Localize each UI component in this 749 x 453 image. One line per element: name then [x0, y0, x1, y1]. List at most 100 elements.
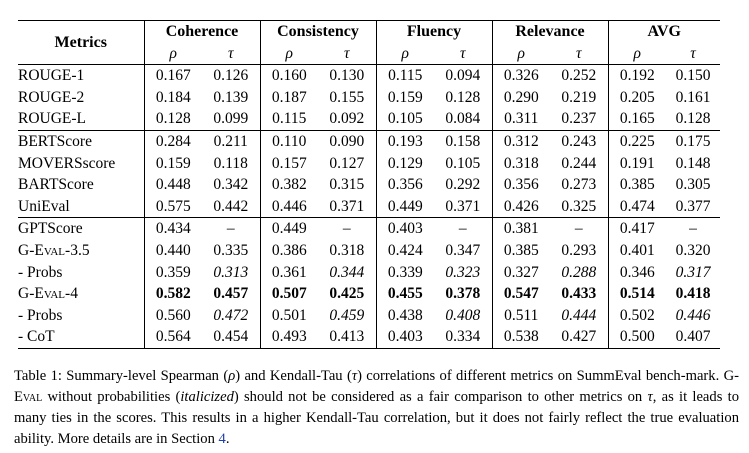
- rho-value: 0.438: [375, 304, 434, 327]
- rho-value: 0.165: [607, 108, 666, 131]
- rho-value: 0.290: [491, 86, 550, 109]
- rho-value: 0.115: [259, 108, 318, 131]
- caption-text: , as it leads to many ties in the scores…: [14, 389, 739, 447]
- caption-text: Table 1: Summary-level Spearman (: [14, 368, 229, 384]
- tau-value: 0.130: [329, 67, 365, 85]
- caption-text: ) and Kendall-Tau (: [235, 368, 352, 384]
- rho-value: 0.184: [143, 86, 202, 109]
- tau-header: τ: [459, 44, 466, 62]
- tau-value: 0.317: [675, 263, 711, 281]
- tau-value: –: [226, 220, 235, 238]
- rho-header: ρ: [491, 42, 550, 65]
- tau-value: 0.288: [561, 263, 597, 281]
- tau-value: 0.237: [550, 108, 608, 131]
- rho-value: 0.105: [375, 108, 434, 131]
- rho-value: 0.159: [375, 86, 434, 109]
- tau-value: –: [574, 220, 583, 238]
- metric-name: BERTScore: [18, 132, 92, 150]
- metric-name: GPTScore: [18, 220, 83, 238]
- rho-value: 0.318: [491, 152, 550, 175]
- tau-value: 0.155: [329, 88, 365, 106]
- metric-name: MOVERSscore: [18, 154, 116, 172]
- tau-value: 0.305: [675, 176, 711, 194]
- tau-value: 0.347: [445, 241, 481, 259]
- tau-value: 0.105: [445, 154, 481, 172]
- metric-name: BARTScore: [18, 176, 94, 194]
- tau-value: 0.413: [329, 328, 365, 346]
- tau-value: 0.084: [434, 108, 492, 131]
- metric-name: - Probs: [18, 263, 63, 281]
- tau-value: –: [342, 220, 351, 238]
- rho-value: 0.356: [491, 174, 550, 196]
- table-row: MOVERSscore 0.159 0.118 0.157 0.127 0.129 0.10…: [18, 152, 720, 175]
- table-row: BERTScore 0.284 0.211 0.110 0.090 0.193 0.158 0…: [18, 130, 720, 153]
- rho-value: 0.440: [143, 239, 202, 262]
- metrics-header: Metrics: [18, 20, 144, 66]
- caption-italicized: italicized: [180, 389, 234, 405]
- tau-value: 0.320: [675, 241, 711, 259]
- rho-value: 0.547: [491, 283, 550, 305]
- rho-value: 0.381: [491, 217, 550, 240]
- rho-value: 0.312: [491, 130, 550, 153]
- table-row: ROUGE-2 0.184 0.139 0.187 0.155 0.159 0.128 0.2…: [18, 86, 720, 109]
- tau-value: 0.126: [213, 67, 249, 85]
- rho-value: 0.514: [607, 283, 666, 305]
- tau-value: 0.334: [445, 328, 481, 346]
- rho-value: 0.361: [259, 261, 318, 284]
- rho-value: 0.193: [375, 130, 434, 153]
- rho-value: 0.502: [607, 304, 666, 327]
- tau-value: 0.459: [329, 306, 365, 324]
- table-row: UniEval 0.575 0.442 0.446 0.371 0.449 0.371 0.4…: [18, 195, 720, 219]
- tau-value: 0.442: [202, 195, 260, 219]
- tau-value: 0.127: [329, 154, 365, 172]
- rho-value: 0.382: [259, 174, 318, 196]
- tau-value: –: [458, 220, 467, 238]
- tau-value: 0.090: [329, 132, 365, 150]
- results-table: Metrics Coherence Consistency Fluency Releva…: [18, 20, 720, 349]
- tau-value: 0.092: [318, 108, 376, 131]
- rho-value: 0.385: [607, 174, 666, 196]
- tau-value: 0.325: [550, 195, 608, 219]
- caption-text: ) correlations of different metrics on S…: [14, 368, 739, 405]
- tau-value: 0.158: [445, 132, 481, 150]
- tau-header: τ: [575, 44, 582, 62]
- table-row: G-Eval-3.5 0.440 0.335 0.386 0.318 0.424 0.347…: [18, 239, 720, 262]
- tau-value: 0.335: [213, 241, 249, 259]
- table-row: G-Eval-4 0.582 0.457 0.507 0.425 0.455 0.378 0.…: [18, 283, 720, 305]
- rho-value: 0.560: [143, 304, 202, 327]
- rho-value: 0.582: [143, 283, 202, 305]
- caption-rho: ρ: [228, 368, 236, 384]
- tau-value: 0.378: [445, 285, 481, 303]
- table-row: GPTScore 0.434 – 0.449 – 0.403 – 0.381 – 0.417 –: [18, 217, 720, 240]
- tau-value: 0.407: [675, 328, 711, 346]
- tau-header: τ: [227, 44, 234, 62]
- tau-value: 0.344: [329, 263, 365, 281]
- table-header: Metrics Coherence Consistency Fluency Releva…: [18, 20, 720, 66]
- rho-value: 0.115: [375, 64, 434, 87]
- caption-text: ) should not be considered as a fair com…: [233, 389, 648, 405]
- metric-name: G-Eval-3.5: [18, 240, 144, 262]
- section-link[interactable]: 4: [218, 431, 226, 447]
- rho-value: 0.501: [259, 304, 318, 327]
- rho-value: 0.417: [607, 217, 666, 240]
- rho-value: 0.129: [375, 152, 434, 175]
- tau-header: τ: [343, 44, 350, 62]
- rho-value: 0.401: [607, 239, 666, 262]
- table-row: - Probs 0.359 0.313 0.361 0.344 0.339 0.323 0.3…: [18, 261, 720, 284]
- tau-value: 0.094: [445, 67, 481, 85]
- tau-value: 0.292: [445, 176, 481, 194]
- tau-value: 0.211: [213, 132, 248, 150]
- tau-value: 0.342: [213, 176, 249, 194]
- rho-value: 0.564: [143, 326, 202, 349]
- tau-value: 0.472: [213, 306, 249, 324]
- tau-value: 0.433: [561, 285, 597, 303]
- rho-value: 0.446: [259, 195, 318, 219]
- metric-name: ROUGE-1: [18, 67, 85, 85]
- metric-name: ROUGE-L: [18, 108, 144, 131]
- tau-value: 0.128: [666, 108, 720, 131]
- group-header-fluency: Fluency: [375, 20, 492, 43]
- rho-value: 0.192: [607, 64, 666, 87]
- tau-header: τ: [690, 44, 696, 62]
- rho-value: 0.187: [259, 86, 318, 109]
